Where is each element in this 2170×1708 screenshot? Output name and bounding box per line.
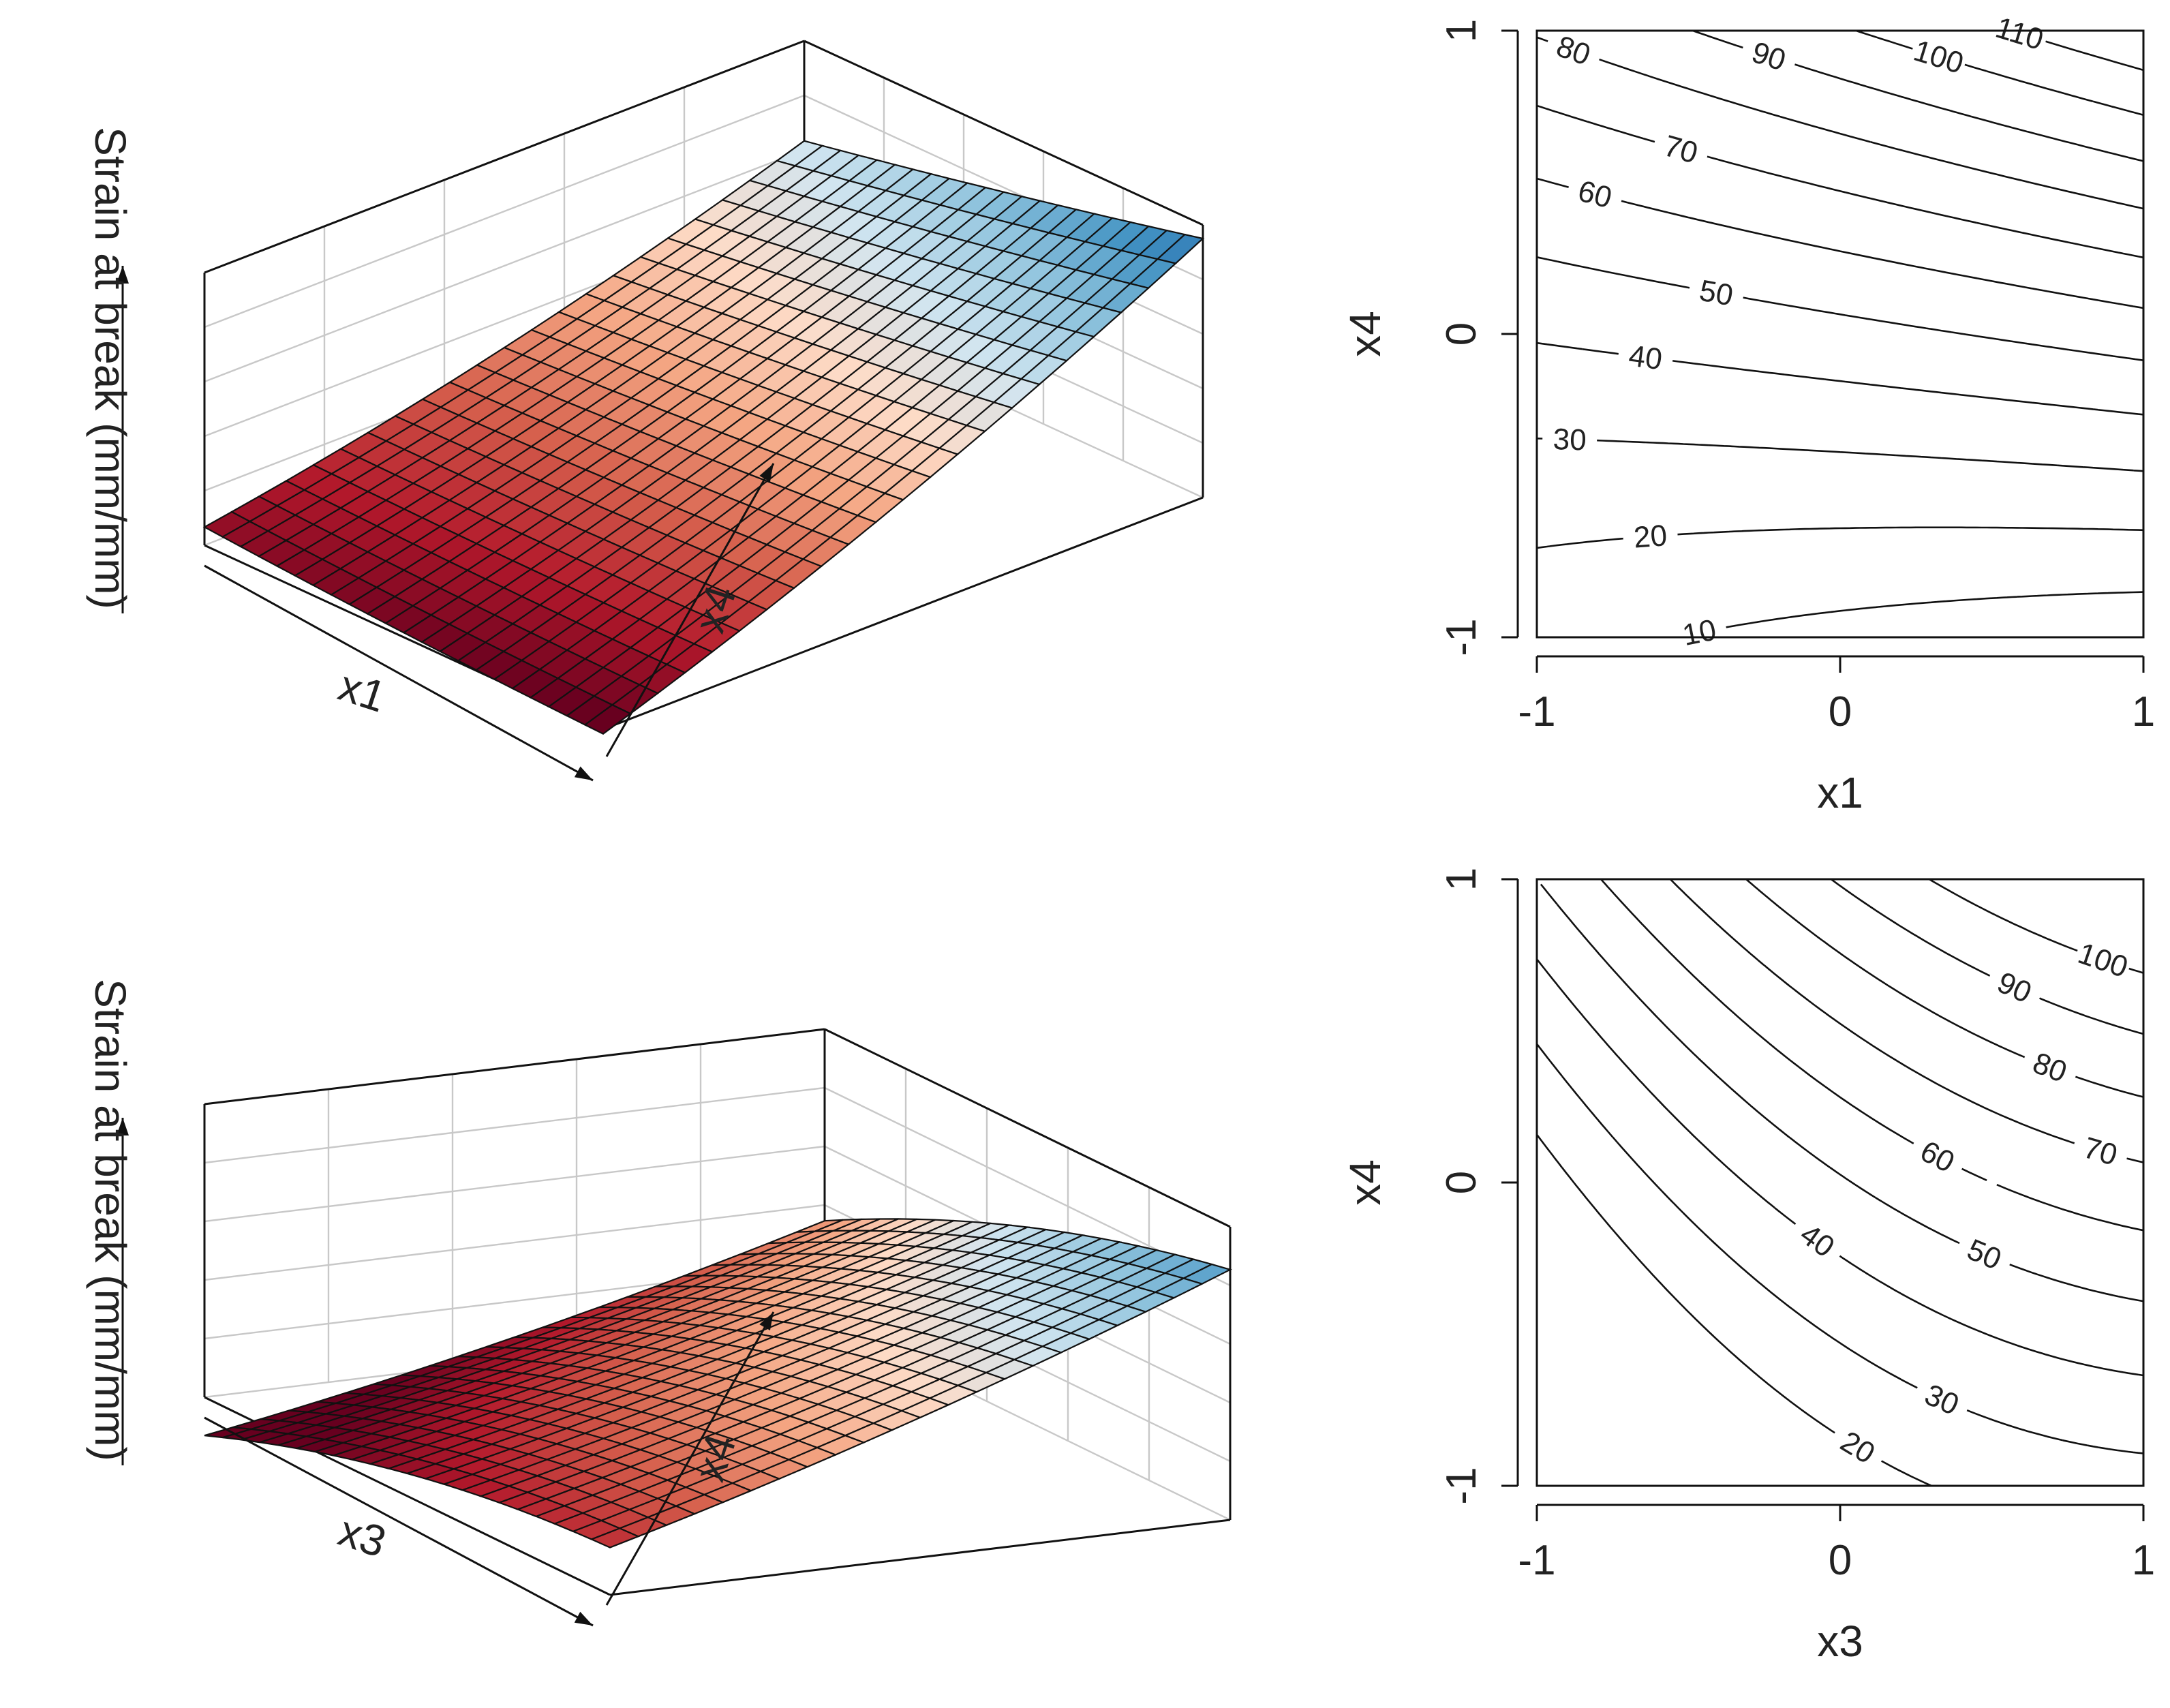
grid-line bbox=[204, 1086, 825, 1164]
y-tick-label: -1 bbox=[1438, 1467, 1485, 1504]
axis-arrows bbox=[117, 266, 775, 782]
contour-label: 40 bbox=[1627, 339, 1664, 376]
x-axis-arrow-head bbox=[574, 1611, 593, 1626]
contour-label-bg bbox=[1953, 1228, 2016, 1281]
contour-label-bg bbox=[1906, 1129, 1970, 1184]
plot-frame bbox=[1535, 878, 2145, 1487]
contour-label: 30 bbox=[1553, 423, 1587, 457]
contour-lines bbox=[1535, 878, 2144, 1487]
box-edge bbox=[609, 1519, 1231, 1596]
y-axis-arrow bbox=[605, 1311, 775, 1606]
contour-line-30 bbox=[1536, 438, 2144, 472]
x-axis-label: x1 bbox=[333, 660, 393, 721]
surface-mesh bbox=[204, 1218, 1232, 1549]
x-tick-label: 1 bbox=[2132, 1537, 2155, 1584]
y-axis-label: x4 bbox=[1341, 1159, 1390, 1206]
contour-line-40 bbox=[1535, 958, 2144, 1377]
x-axis: -1 0 1 bbox=[1518, 1504, 2155, 1584]
contour-line-20 bbox=[1535, 1133, 1932, 1487]
contour-label-bg bbox=[2072, 935, 2135, 985]
contour-label-bg bbox=[1988, 10, 2051, 57]
contour-label-bg bbox=[1669, 611, 1730, 654]
contour-label-bg bbox=[1686, 271, 1746, 314]
y-tick-label: -1 bbox=[1438, 618, 1485, 656]
z-axis-arrow-head bbox=[117, 1118, 129, 1135]
y-axis: -1 0 1 bbox=[1438, 868, 1519, 1505]
grid-line bbox=[204, 94, 805, 329]
contour-label-bg bbox=[1826, 1419, 1890, 1476]
contour-label: 20 bbox=[1632, 519, 1668, 554]
y-tick-label: 1 bbox=[1438, 19, 1485, 42]
x-axis-arrow bbox=[204, 564, 594, 782]
x-tick-label: 1 bbox=[2132, 688, 2155, 735]
contour-line-80 bbox=[1745, 879, 2144, 1098]
contour-label-bg bbox=[1542, 26, 1605, 75]
contour-label-bg bbox=[2018, 1042, 2081, 1093]
x-tick-label: -1 bbox=[1518, 1537, 1555, 1584]
contour-line-70 bbox=[1536, 104, 2144, 259]
contour-label-bg bbox=[1621, 518, 1679, 555]
box-edge bbox=[204, 40, 805, 274]
contour-line-80 bbox=[1536, 36, 2144, 210]
y-tick-label: 1 bbox=[1438, 868, 1485, 891]
y-tick-label: 0 bbox=[1438, 322, 1485, 346]
surface-cell bbox=[590, 1527, 641, 1549]
contour-label-bg bbox=[1908, 33, 1970, 80]
contour-label: 60 bbox=[1574, 174, 1615, 215]
contour-label-bg bbox=[1616, 337, 1675, 378]
x-tick-label: 0 bbox=[1829, 1537, 1852, 1584]
x-axis: -1 0 1 bbox=[1518, 655, 2155, 735]
contour-label-bg bbox=[1983, 961, 2047, 1014]
contour-label-bg bbox=[1786, 1211, 1850, 1270]
box-edge bbox=[824, 1028, 1231, 1228]
contour-label-bg bbox=[1737, 32, 1800, 80]
x-axis-arrow-head bbox=[574, 766, 593, 780]
x-tick-label: 0 bbox=[1829, 688, 1852, 735]
contour-label: 10 bbox=[1680, 613, 1720, 652]
x-tick-label: -1 bbox=[1518, 688, 1555, 735]
contour-label: 110 bbox=[1991, 11, 2047, 57]
box-edge bbox=[804, 40, 1204, 226]
contour-label-bg bbox=[2069, 1127, 2132, 1175]
contour-line-10 bbox=[1675, 591, 2144, 639]
contour-line-60 bbox=[1536, 177, 2144, 309]
box-edge bbox=[602, 496, 1204, 731]
grid-line bbox=[204, 1204, 825, 1281]
z-axis-label: Strain at break (mm/mm) bbox=[86, 127, 135, 609]
box-edge bbox=[204, 1028, 825, 1105]
y-axis-arrow-head bbox=[759, 1312, 774, 1330]
grid-line bbox=[204, 1145, 825, 1223]
plot-frame bbox=[1535, 29, 2145, 639]
x-axis-arrow bbox=[204, 1416, 594, 1627]
contour-label-bg bbox=[1650, 126, 1712, 173]
contour-label-bg bbox=[1910, 1373, 1974, 1426]
contour-label: 100 bbox=[1910, 34, 1968, 80]
z-axis-label: Strain at break (mm/mm) bbox=[86, 979, 135, 1461]
y-axis-label: x4 bbox=[1341, 311, 1390, 357]
x-axis-label: x3 bbox=[1817, 1617, 1863, 1666]
contour-label-bg bbox=[1542, 422, 1598, 457]
contour-label: 100 bbox=[2074, 936, 2132, 984]
x-axis-label: x1 bbox=[1817, 768, 1863, 817]
y-axis-arrow-head bbox=[759, 463, 774, 482]
contour-label-bg bbox=[1564, 171, 1626, 217]
contour-label: 50 bbox=[1697, 274, 1736, 313]
grid-line bbox=[204, 149, 805, 383]
z-axis-arrow-head bbox=[117, 266, 129, 284]
y-tick-label: 0 bbox=[1438, 1171, 1485, 1194]
y-axis-arrow bbox=[605, 463, 775, 757]
surface-mesh bbox=[202, 140, 1205, 735]
x-axis-label: x3 bbox=[333, 1506, 393, 1566]
axis-arrows bbox=[117, 1118, 775, 1627]
y-axis: -1 0 1 bbox=[1438, 19, 1519, 656]
